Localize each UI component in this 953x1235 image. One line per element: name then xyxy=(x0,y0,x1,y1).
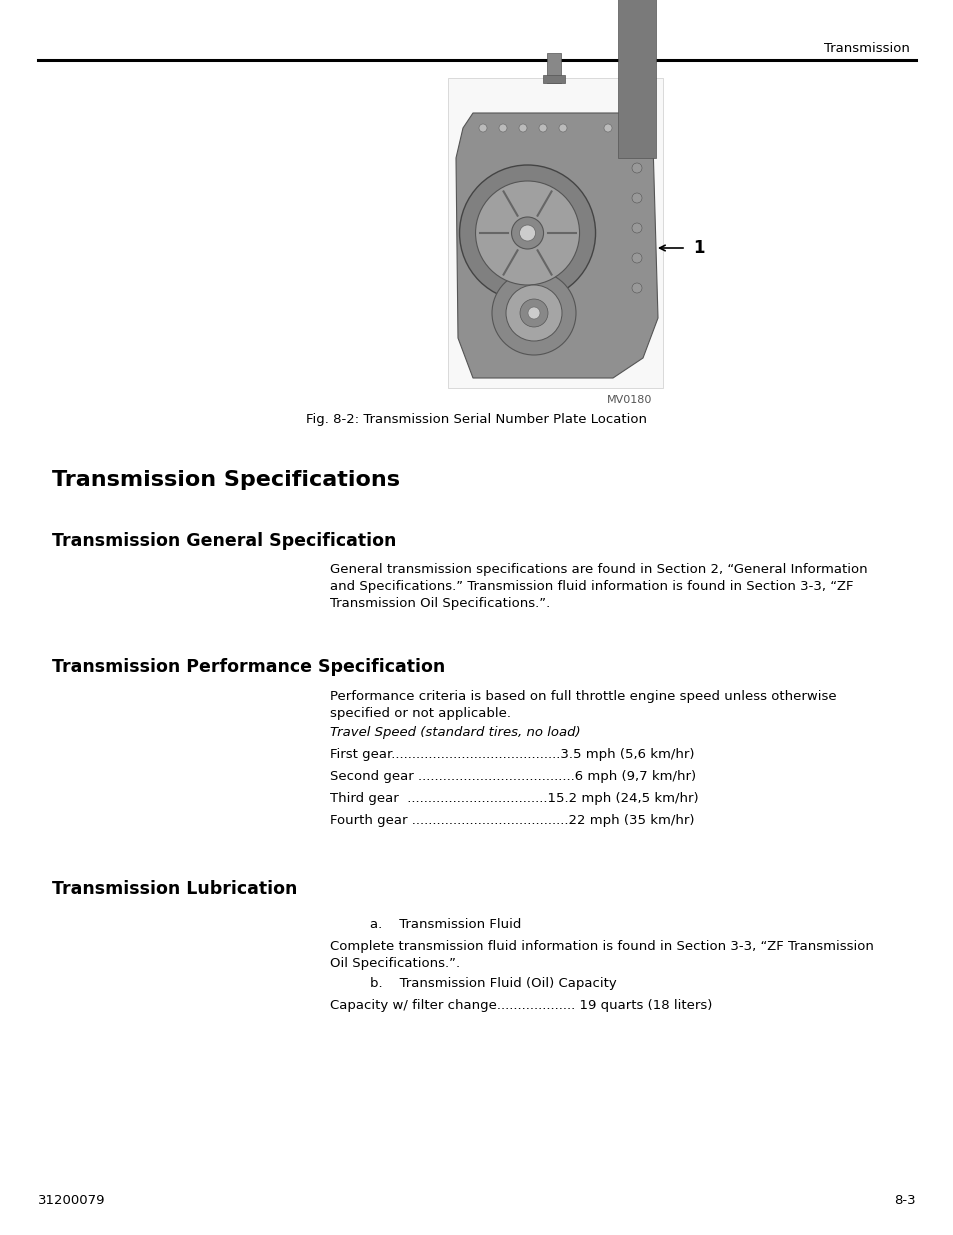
Text: Third gear  ..................................15.2 mph (24,5 km/hr): Third gear .............................… xyxy=(330,792,698,805)
Circle shape xyxy=(475,182,578,285)
Circle shape xyxy=(631,163,641,173)
Circle shape xyxy=(492,270,576,354)
Text: Fig. 8-2: Transmission Serial Number Plate Location: Fig. 8-2: Transmission Serial Number Pla… xyxy=(306,414,647,426)
Text: Travel Speed (standard tires, no load): Travel Speed (standard tires, no load) xyxy=(330,726,580,739)
Text: Transmission General Specification: Transmission General Specification xyxy=(52,532,395,550)
Circle shape xyxy=(631,193,641,203)
Text: Oil Specifications.”.: Oil Specifications.”. xyxy=(330,957,459,969)
Text: 31200079: 31200079 xyxy=(38,1193,106,1207)
Circle shape xyxy=(498,124,506,132)
Bar xyxy=(546,53,560,83)
Circle shape xyxy=(519,299,547,327)
Circle shape xyxy=(505,285,561,341)
Text: First gear.........................................3.5 mph (5,6 km/hr): First gear..............................… xyxy=(330,748,694,761)
Circle shape xyxy=(519,225,535,241)
Text: Transmission Oil Specifications.”.: Transmission Oil Specifications.”. xyxy=(330,597,550,610)
Polygon shape xyxy=(456,112,658,378)
Circle shape xyxy=(623,124,631,132)
Text: Capacity w/ filter change................... 19 quarts (18 liters): Capacity w/ filter change...............… xyxy=(330,999,712,1011)
Circle shape xyxy=(631,283,641,293)
Text: Fourth gear ......................................22 mph (35 km/hr): Fourth gear ............................… xyxy=(330,814,694,827)
Circle shape xyxy=(527,308,539,319)
Circle shape xyxy=(538,124,546,132)
Text: General transmission specifications are found in Section 2, “General Information: General transmission specifications are … xyxy=(330,563,866,576)
Text: 8-3: 8-3 xyxy=(893,1193,915,1207)
Circle shape xyxy=(631,224,641,233)
Text: a.    Transmission Fluid: a. Transmission Fluid xyxy=(370,918,521,931)
Circle shape xyxy=(511,217,543,249)
Circle shape xyxy=(459,165,595,301)
Bar xyxy=(542,75,564,83)
Circle shape xyxy=(478,124,486,132)
Circle shape xyxy=(518,124,526,132)
Text: Second gear ......................................6 mph (9,7 km/hr): Second gear ............................… xyxy=(330,769,696,783)
Circle shape xyxy=(631,253,641,263)
Text: Transmission Performance Specification: Transmission Performance Specification xyxy=(52,658,445,676)
Bar xyxy=(448,78,662,388)
Text: specified or not applicable.: specified or not applicable. xyxy=(330,706,511,720)
Text: and Specifications.” Transmission fluid information is found in Section 3-3, “ZF: and Specifications.” Transmission fluid … xyxy=(330,580,853,593)
Text: Complete transmission fluid information is found in Section 3-3, “ZF Transmissio: Complete transmission fluid information … xyxy=(330,940,873,953)
Text: 1: 1 xyxy=(692,240,703,257)
Text: Transmission Specifications: Transmission Specifications xyxy=(52,471,399,490)
Bar xyxy=(618,0,656,158)
Text: Transmission: Transmission xyxy=(823,42,909,54)
Text: Transmission Lubrication: Transmission Lubrication xyxy=(52,881,297,898)
Circle shape xyxy=(558,124,566,132)
Circle shape xyxy=(603,124,612,132)
Text: MV0180: MV0180 xyxy=(607,395,652,405)
Text: b.    Transmission Fluid (Oil) Capacity: b. Transmission Fluid (Oil) Capacity xyxy=(370,977,616,990)
Text: Performance criteria is based on full throttle engine speed unless otherwise: Performance criteria is based on full th… xyxy=(330,690,836,703)
